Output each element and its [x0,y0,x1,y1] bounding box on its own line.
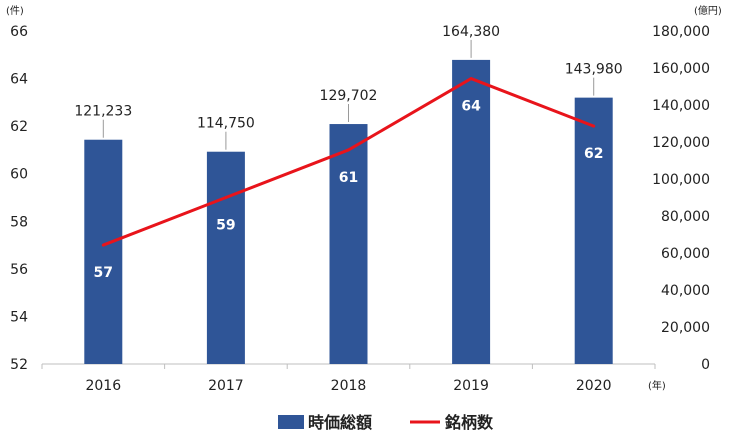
right-tick-label: 80,000 [661,209,710,225]
line-series [101,77,596,247]
left-tick-label: 62 [10,119,28,135]
bar-data-labels: 121,233 114,750 129,702 164,380 143,980 [74,24,623,150]
right-tick-label: 60,000 [661,246,710,262]
right-tick-label: 140,000 [652,98,710,114]
line-data-label: 61 [339,170,358,186]
left-axis-ticks: 52 54 56 58 60 62 64 66 [10,24,28,373]
line-point [224,196,228,199]
line-data-label: 64 [461,99,481,115]
legend: 時価総額 銘柄数 [278,413,494,432]
line-point [101,243,105,247]
left-tick-label: 64 [10,72,28,88]
x-tick-label: 2016 [85,378,121,394]
left-tick-label: 56 [10,262,28,278]
right-tick-label: 160,000 [652,61,710,77]
left-tick-label: 58 [10,214,28,230]
left-tick-label: 60 [10,167,28,183]
line-data-label: 59 [216,218,235,234]
bar-data-label: 129,702 [320,88,378,104]
right-tick-label: 40,000 [661,283,710,299]
bar-data-label: 114,750 [197,116,255,132]
line-point [347,148,350,152]
bar [206,151,245,364]
legend-bar-swatch [278,415,304,429]
left-axis-unit: (件) [6,5,24,17]
left-tick-label: 66 [10,24,28,40]
right-axis-ticks: 0 20,000 40,000 60,000 80,000 100,000 120,000 1… [652,24,710,373]
line-data-label: 62 [584,146,603,162]
x-axis-unit: (年) [648,379,666,392]
x-axis-ticks: 2016 2017 2018 2019 2020 [41,364,656,394]
bar-data-label: 143,980 [565,62,623,78]
bar [452,59,491,364]
left-tick-label: 54 [10,309,28,325]
x-tick-label: 2020 [576,378,612,394]
right-tick-label: 20,000 [661,320,710,336]
right-tick-label: 180,000 [652,24,710,40]
line-data-labels: 57 59 61 64 62 [94,99,604,282]
bar-data-label: 121,233 [74,104,132,120]
x-tick-label: 2017 [208,378,244,394]
line-point [469,77,473,81]
legend-line-label: 銘柄数 [445,413,494,432]
bar [574,97,613,365]
right-tick-label: 120,000 [652,135,710,151]
line-data-label: 57 [94,265,113,281]
right-tick-label: 0 [701,357,710,373]
x-tick-label: 2019 [453,378,489,394]
right-tick-label: 100,000 [652,172,710,188]
bar [329,124,368,364]
line-point [592,124,596,128]
legend-bar-label: 時価総額 [308,413,372,432]
bar-series [84,59,613,365]
bar-data-label: 164,380 [442,24,500,40]
right-axis-unit: (億円) [694,4,722,17]
x-tick-label: 2018 [331,378,367,394]
bar [84,139,123,364]
left-tick-label: 52 [10,357,28,373]
